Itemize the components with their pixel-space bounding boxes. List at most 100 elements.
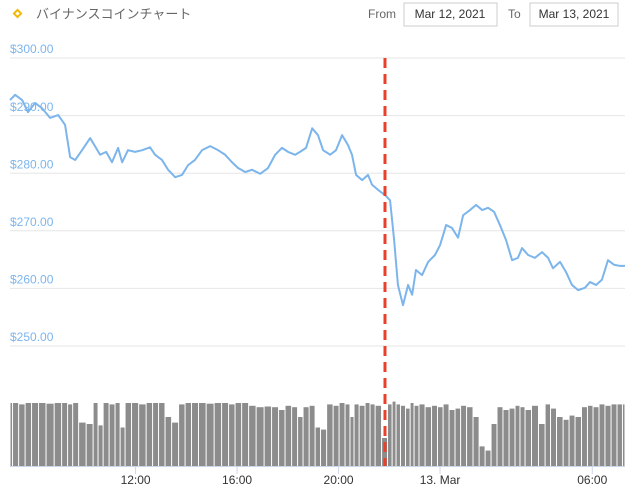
volume-bar: [125, 403, 132, 466]
volume-bar: [509, 408, 515, 466]
volume-bar: [599, 404, 605, 466]
volume-bar: [229, 404, 235, 466]
volume-bar: [68, 404, 73, 466]
volume-bar: [485, 450, 491, 466]
volume-bar: [333, 405, 339, 466]
volume-bar: [392, 401, 396, 466]
volume-bar: [10, 403, 13, 466]
volume-bar: [467, 407, 473, 466]
volume-bar: [525, 410, 532, 466]
volume-bar: [256, 407, 264, 466]
volume-bar: [425, 407, 432, 466]
volume-bar: [315, 427, 321, 466]
volume-bar: [242, 403, 249, 466]
x-tick-label: 06:00: [577, 473, 607, 487]
volume-bar: [556, 417, 563, 466]
volume-bar: [491, 424, 497, 466]
volume-bar: [13, 403, 19, 466]
to-input[interactable]: [529, 2, 619, 27]
volume-bar: [370, 404, 375, 466]
volume-bar: [179, 404, 185, 466]
volume-bar: [39, 403, 46, 466]
volume-bar: [551, 408, 556, 466]
volume-bar: [79, 422, 86, 466]
volume-bar: [153, 403, 159, 466]
volume-bar: [593, 407, 599, 466]
volume-bar: [185, 403, 192, 466]
volume-bar: [400, 405, 406, 466]
volume-bar: [25, 403, 32, 466]
volume-bar: [120, 427, 125, 466]
volume-bar: [410, 403, 414, 466]
volume-bar: [414, 405, 419, 466]
volume-bar: [54, 403, 62, 466]
volume-bar: [249, 405, 256, 466]
volume-bar: [222, 403, 229, 466]
volume-bar: [19, 404, 25, 466]
volume-bar: [73, 403, 79, 466]
volume-bar: [365, 403, 370, 466]
volume-bar: [279, 410, 285, 466]
volume-bar: [321, 429, 327, 466]
y-tick-label: $270.00: [10, 215, 54, 229]
x-tick-label: 13. Mar: [420, 473, 461, 487]
volume-bar: [292, 407, 298, 466]
y-tick-label: $280.00: [10, 157, 54, 171]
from-label: From: [368, 7, 396, 21]
volume-bar: [611, 404, 617, 466]
volume-bar: [587, 405, 593, 466]
y-tick-label: $250.00: [10, 330, 54, 344]
volume-bar: [388, 404, 392, 466]
volume-bar: [461, 405, 467, 466]
volume-bar: [139, 404, 146, 466]
from-date[interactable]: Mar 12, 2021: [415, 7, 486, 21]
price-line: [9, 93, 625, 307]
y-tick-label: $300.00: [10, 42, 54, 56]
logo: [12, 8, 23, 19]
volume-bar: [455, 408, 461, 466]
volume-bar: [345, 404, 350, 466]
volume-bar: [235, 403, 242, 466]
to-date[interactable]: Mar 13, 2021: [539, 7, 610, 21]
volume-bar: [359, 405, 365, 466]
volume-bar: [449, 410, 455, 466]
volume-bar: [86, 424, 93, 466]
chart-title: バイナンスコインチャート: [36, 6, 191, 21]
y-tick-label: $260.00: [10, 273, 54, 287]
volume-bar: [419, 404, 425, 466]
volume-bar: [575, 417, 581, 466]
volume-bar: [406, 408, 410, 466]
volume-bar: [303, 407, 309, 466]
volume-bar: [520, 407, 525, 466]
volume-bar: [515, 405, 520, 466]
volume-bar: [285, 405, 292, 466]
volume-bar: [199, 403, 206, 466]
volume-bar: [172, 422, 179, 466]
volume-bar: [497, 407, 503, 466]
volume-bar: [109, 404, 115, 466]
volume-bar: [146, 403, 153, 466]
volume-bar: [214, 403, 222, 466]
volume-bar: [354, 404, 359, 466]
volume-bar: [432, 405, 438, 466]
volume-bar: [192, 403, 199, 466]
volume-bar: [206, 403, 214, 466]
volume-bar: [132, 403, 139, 466]
from-input[interactable]: [403, 2, 498, 27]
volume-bar: [350, 417, 354, 466]
volume-bar: [46, 403, 54, 466]
volume-bar: [438, 407, 443, 466]
volume-bar: [479, 446, 485, 466]
volume-bar: [503, 410, 509, 466]
to-label: To: [508, 7, 521, 21]
volume-bar: [443, 404, 449, 466]
volume-bar: [264, 406, 272, 466]
volume-bar: [339, 403, 345, 466]
volume-bar: [532, 405, 538, 466]
volume-bar: [32, 403, 39, 466]
volume-bar: [327, 404, 333, 466]
volume-bar: [309, 405, 315, 466]
x-tick-label: 12:00: [121, 473, 151, 487]
